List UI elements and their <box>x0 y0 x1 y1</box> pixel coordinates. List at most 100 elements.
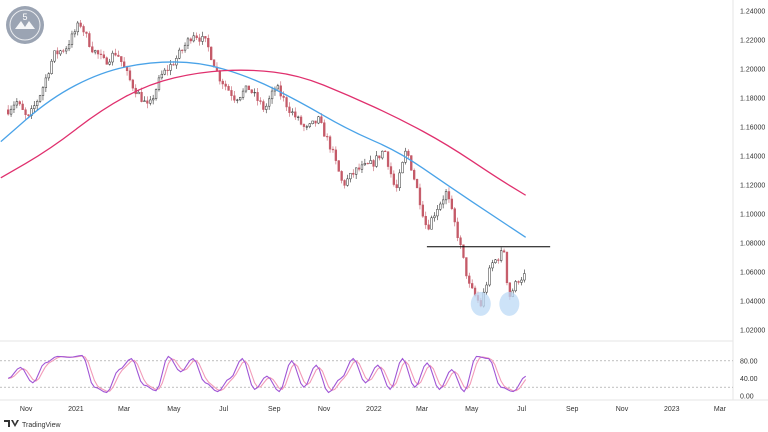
candle-body <box>114 52 117 56</box>
candle-body <box>146 100 149 104</box>
candle-body <box>268 98 271 107</box>
candle-body <box>288 106 291 113</box>
candle <box>241 88 245 100</box>
time-tick-label: Mar <box>714 406 727 413</box>
double-bottom-marker <box>470 291 491 316</box>
candle <box>360 160 364 173</box>
candle <box>407 149 410 159</box>
tradingview-brand[interactable]: TradingView <box>4 420 61 429</box>
candle-body <box>378 155 381 159</box>
price-axis-ticks: 1.24000 1.22000 1.20000 1.18000 1.16000 1.140… <box>740 9 765 335</box>
candle <box>337 160 340 172</box>
moving-average-pink <box>0 69 527 196</box>
candle-body <box>389 166 393 175</box>
candle-body <box>500 250 503 261</box>
candle-body <box>381 150 384 159</box>
candle <box>331 146 335 153</box>
watermark-letter: 5 <box>22 12 27 22</box>
candle <box>369 155 372 164</box>
candle <box>465 257 468 279</box>
candle <box>334 146 338 165</box>
candle <box>256 88 259 106</box>
candle-body <box>442 199 445 205</box>
candle <box>154 88 158 101</box>
candle-body <box>366 163 369 165</box>
candle-body <box>120 56 123 63</box>
candle <box>270 86 274 104</box>
candle <box>207 34 210 52</box>
candle <box>520 276 523 286</box>
candle <box>308 123 311 129</box>
oscillator-lines <box>7 354 527 394</box>
candle <box>395 179 398 192</box>
candle <box>94 49 97 55</box>
candle <box>436 204 439 221</box>
time-tick-label: Jul <box>219 406 228 413</box>
candle <box>366 162 369 165</box>
candle-body <box>502 250 506 253</box>
stochastic-d-line <box>8 355 527 392</box>
candle <box>282 91 285 102</box>
candle <box>444 188 448 205</box>
candle-body <box>334 149 338 161</box>
candle-body <box>337 160 340 172</box>
candle-body <box>27 114 30 117</box>
candle <box>349 172 352 183</box>
candle-body <box>163 69 166 75</box>
candle-body <box>447 191 451 200</box>
price-tick-label: 1.16000 <box>740 125 765 132</box>
candle <box>36 99 39 110</box>
candle <box>279 81 282 100</box>
candle <box>105 56 108 65</box>
candle-body <box>259 100 262 102</box>
candle-body <box>79 22 82 27</box>
candle <box>326 133 329 141</box>
candle <box>456 217 459 242</box>
candle-body <box>201 36 204 42</box>
candle-body <box>207 37 210 48</box>
candle <box>70 30 74 48</box>
candle-body <box>285 97 288 108</box>
candle-body <box>299 116 303 125</box>
candle-body <box>517 281 520 283</box>
candle <box>131 78 135 92</box>
candle-body <box>250 89 253 93</box>
time-tick-label: Nov <box>616 406 629 413</box>
candle <box>143 96 146 102</box>
time-tick-label: Jul <box>517 406 526 413</box>
candle-body <box>413 170 416 180</box>
candle-body <box>85 31 88 34</box>
candle-body <box>439 203 442 210</box>
price-tick-label: 1.22000 <box>740 38 765 45</box>
candle-body <box>265 105 268 110</box>
candle-body <box>247 85 251 90</box>
candle-body <box>183 44 187 51</box>
price-tick-label: 1.18000 <box>740 96 765 103</box>
candle <box>204 36 207 43</box>
candle-body <box>450 198 454 209</box>
candle-body <box>241 90 245 98</box>
candle-body <box>343 180 346 186</box>
candle-body <box>308 123 311 127</box>
candle <box>386 151 390 170</box>
candle-body <box>53 50 56 62</box>
candle <box>517 280 520 285</box>
price-tick-label: 1.14000 <box>740 154 765 161</box>
time-tick-label: Nov <box>20 406 33 413</box>
candlestick-series[interactable] <box>7 19 526 308</box>
candle-body <box>485 284 488 293</box>
candle <box>33 101 36 114</box>
candle <box>157 75 161 92</box>
candle-body <box>105 57 108 65</box>
candle-body <box>471 283 474 289</box>
candle <box>352 169 355 178</box>
candle <box>288 102 291 117</box>
candle-body <box>236 99 239 101</box>
candle-body <box>456 221 459 239</box>
candle-body <box>210 46 213 61</box>
oscillator-panel: 80.00 40.00 0.00 <box>0 354 758 401</box>
tradingview-label: TradingView <box>22 422 61 429</box>
candle <box>291 108 294 116</box>
candle <box>363 158 367 166</box>
candle-body <box>88 33 91 47</box>
